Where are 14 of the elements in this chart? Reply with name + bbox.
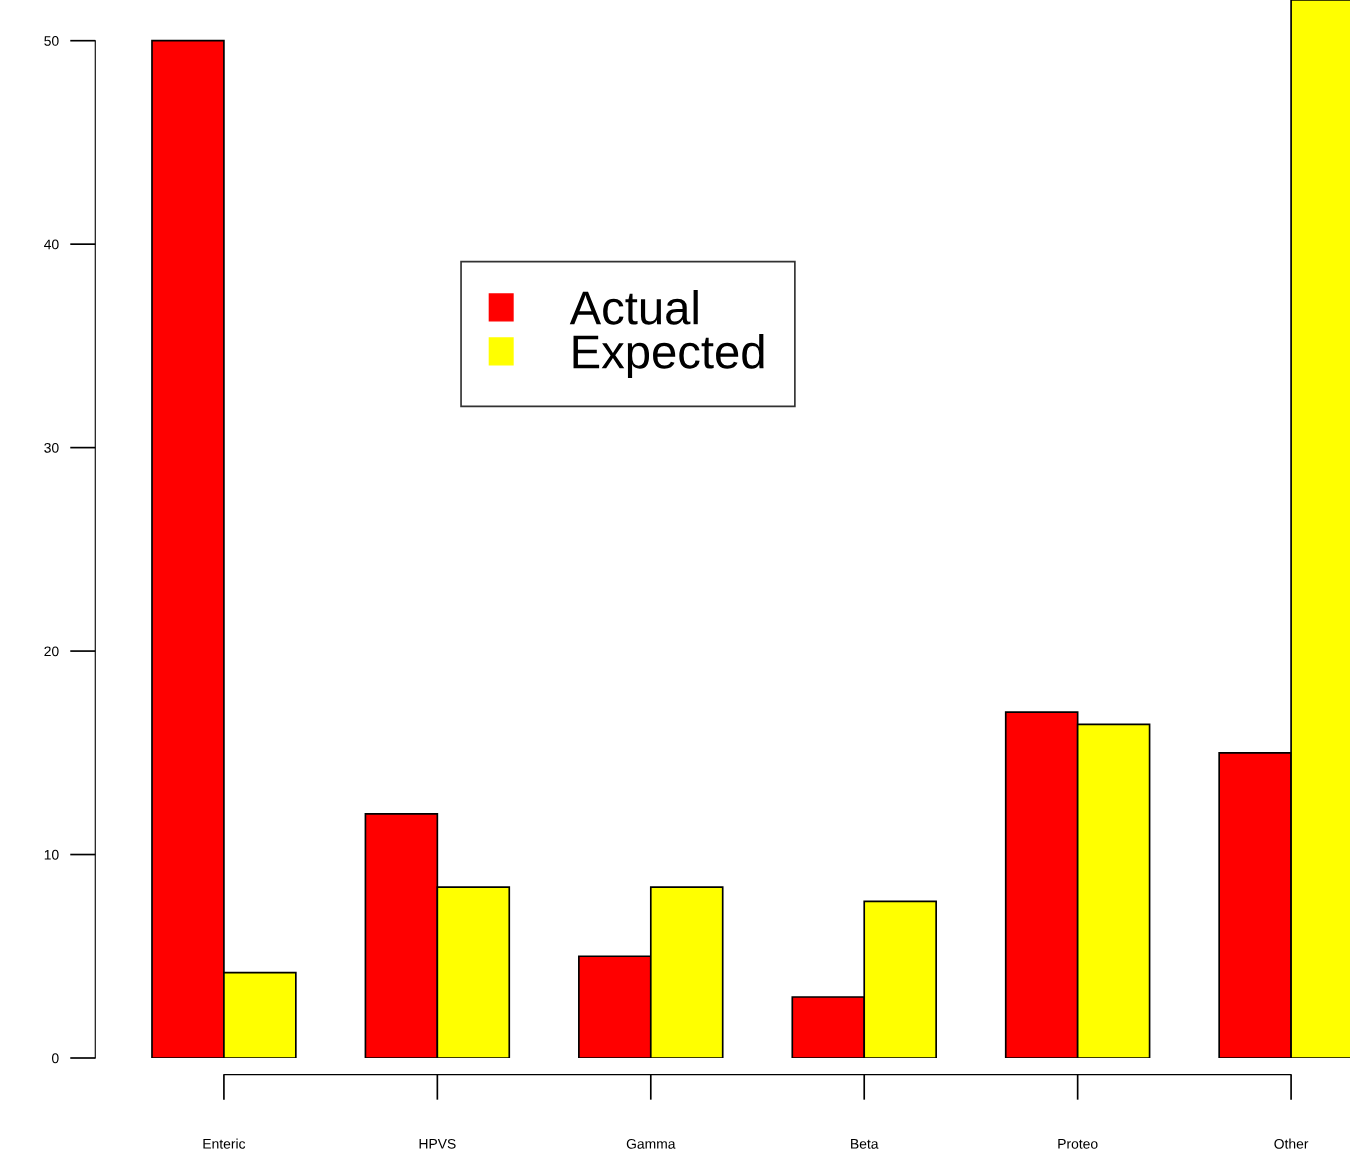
legend-label: Actual: [569, 289, 698, 325]
y-tick-label: 10: [44, 849, 59, 860]
y-tick-label: 0: [51, 1053, 59, 1064]
y-tick-label: 20: [44, 646, 59, 657]
x-tick-label: Gamma: [626, 1138, 676, 1149]
y-tick-label: 30: [44, 442, 59, 453]
x-tick-label: Beta: [851, 1139, 879, 1149]
legend-label: Expected: [573, 334, 764, 379]
y-tick-label: 50: [44, 36, 59, 46]
x-tick-label: Enteric: [203, 1138, 246, 1149]
x-tick-label: HPVS: [419, 1138, 456, 1149]
x-tick-label: Other: [1274, 1138, 1309, 1149]
x-tick-label: Proteo: [1058, 1139, 1098, 1149]
y-tick-label: 40: [44, 239, 59, 250]
